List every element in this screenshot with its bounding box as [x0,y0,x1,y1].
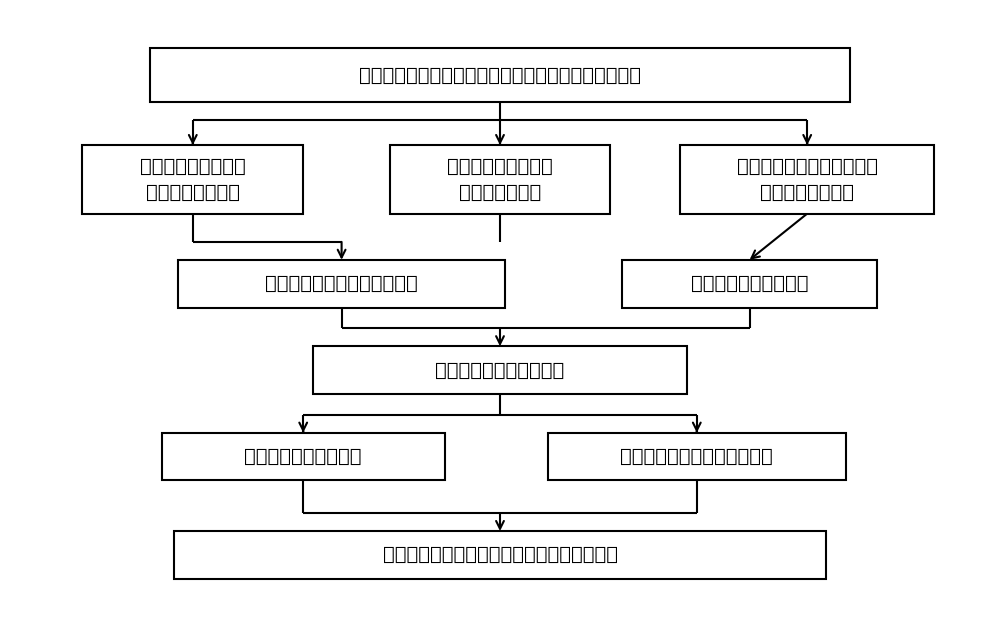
Text: 气瓶典型特征风险预测: 气瓶典型特征风险预测 [691,274,808,293]
Text: 车载复合材料储氢气瓶服役检测监测与诊断评估云平台: 车载复合材料储氢气瓶服役检测监测与诊断评估云平台 [359,66,641,84]
FancyBboxPatch shape [150,48,850,102]
FancyBboxPatch shape [390,145,610,214]
Text: 气瓶快速充放下疲劳特征识别: 气瓶快速充放下疲劳特征识别 [265,274,418,293]
Text: 基于大数据云平台分析储氢
气瓶充涨变形特征: 基于大数据云平台分析储氢 气瓶充涨变形特征 [737,156,878,202]
Text: 智能气瓶特征算法数据库: 智能气瓶特征算法数据库 [435,361,565,379]
Text: 光纤光栅并带传感器
缠绕气瓶监测技术: 光纤光栅并带传感器 缠绕气瓶监测技术 [140,156,246,202]
Text: 云平台、多型终端显示应用气瓶整体寿命数据: 云平台、多型终端显示应用气瓶整体寿命数据 [382,545,618,564]
FancyBboxPatch shape [548,433,846,481]
FancyBboxPatch shape [313,347,687,394]
Text: 储氢气瓶并带光纤与
加氢站数据通讯: 储氢气瓶并带光纤与 加氢站数据通讯 [447,156,553,202]
FancyBboxPatch shape [174,531,826,579]
FancyBboxPatch shape [82,145,303,214]
FancyBboxPatch shape [178,260,505,307]
Text: 气瓶整体寿命预测模型: 气瓶整体寿命预测模型 [244,447,362,466]
FancyBboxPatch shape [162,433,445,481]
FancyBboxPatch shape [680,145,934,214]
Text: 气瓶整体寿命智能分析与决策: 气瓶整体寿命智能分析与决策 [620,447,773,466]
FancyBboxPatch shape [622,260,877,307]
